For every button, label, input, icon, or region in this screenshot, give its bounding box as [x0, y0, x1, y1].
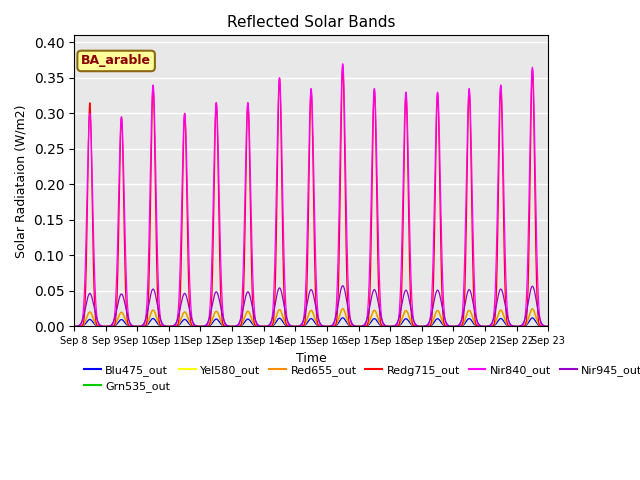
Legend: Blu475_out, Grn535_out, Yel580_out, Red655_out, Redg715_out, Nir840_out, Nir945_: Blu475_out, Grn535_out, Yel580_out, Red6…	[79, 360, 640, 396]
X-axis label: Time: Time	[296, 352, 326, 365]
Text: BA_arable: BA_arable	[81, 54, 151, 68]
Y-axis label: Solar Radiataion (W/m2): Solar Radiataion (W/m2)	[15, 104, 28, 258]
Title: Reflected Solar Bands: Reflected Solar Bands	[227, 15, 396, 30]
